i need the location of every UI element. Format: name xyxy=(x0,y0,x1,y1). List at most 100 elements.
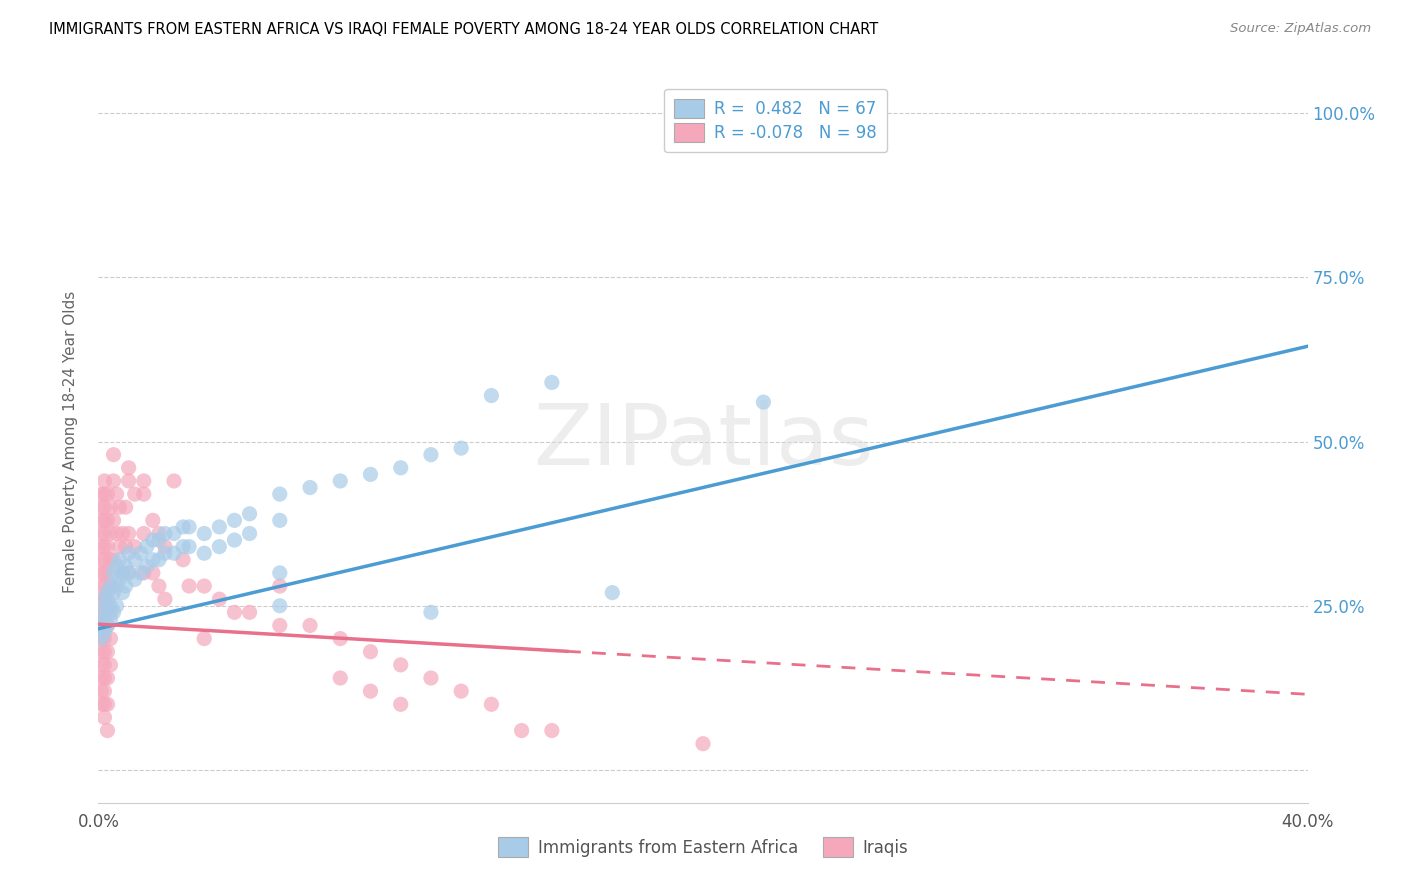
Point xyxy=(90,566,112,580)
Point xyxy=(114,559,136,574)
Text: ZIPatlas: ZIPatlas xyxy=(533,400,873,483)
Point xyxy=(360,684,382,698)
Point xyxy=(93,612,115,626)
Point xyxy=(93,698,115,712)
Point xyxy=(93,553,115,567)
Point xyxy=(103,474,125,488)
Point xyxy=(124,573,146,587)
Point xyxy=(329,474,352,488)
Point xyxy=(93,657,115,672)
Point xyxy=(132,487,155,501)
Point xyxy=(100,612,122,626)
Point xyxy=(90,500,112,515)
Point xyxy=(93,513,115,527)
Point xyxy=(132,566,155,580)
Point xyxy=(100,657,122,672)
Point xyxy=(100,579,122,593)
Point xyxy=(90,605,112,619)
Point xyxy=(420,448,443,462)
Point xyxy=(96,487,118,501)
Point xyxy=(96,671,118,685)
Point xyxy=(90,605,112,619)
Point xyxy=(540,376,562,390)
Point xyxy=(481,388,503,402)
Point xyxy=(96,585,118,599)
Point xyxy=(108,553,131,567)
Point xyxy=(93,566,115,580)
Point xyxy=(100,526,122,541)
Point xyxy=(208,592,231,607)
Point xyxy=(148,526,170,541)
Point xyxy=(481,698,503,712)
Point xyxy=(602,585,624,599)
Point xyxy=(90,684,112,698)
Point xyxy=(105,526,128,541)
Point xyxy=(90,540,112,554)
Point xyxy=(90,579,112,593)
Point xyxy=(299,481,322,495)
Point xyxy=(90,632,112,646)
Point xyxy=(193,632,215,646)
Point xyxy=(111,566,134,580)
Point xyxy=(105,487,128,501)
Point xyxy=(450,684,472,698)
Point xyxy=(96,645,118,659)
Point xyxy=(124,487,146,501)
Point xyxy=(111,585,134,599)
Point xyxy=(239,526,262,541)
Point xyxy=(103,605,125,619)
Point xyxy=(100,632,122,646)
Point xyxy=(118,566,141,580)
Point xyxy=(100,500,122,515)
Point xyxy=(90,526,112,541)
Point xyxy=(153,546,176,560)
Point xyxy=(103,448,125,462)
Point xyxy=(90,698,112,712)
Point xyxy=(124,540,146,554)
Point xyxy=(114,579,136,593)
Point xyxy=(389,657,412,672)
Point xyxy=(148,553,170,567)
Point xyxy=(153,540,176,554)
Point xyxy=(153,592,176,607)
Point xyxy=(129,546,152,560)
Point xyxy=(193,579,215,593)
Point xyxy=(90,657,112,672)
Point xyxy=(752,395,775,409)
Point xyxy=(108,500,131,515)
Point xyxy=(108,540,131,554)
Point xyxy=(224,533,246,547)
Point xyxy=(172,553,194,567)
Point xyxy=(142,533,165,547)
Point xyxy=(420,671,443,685)
Text: IMMIGRANTS FROM EASTERN AFRICA VS IRAQI FEMALE POVERTY AMONG 18-24 YEAR OLDS COR: IMMIGRANTS FROM EASTERN AFRICA VS IRAQI … xyxy=(49,22,879,37)
Point xyxy=(299,618,322,632)
Point xyxy=(103,513,125,527)
Point xyxy=(93,684,115,698)
Point xyxy=(93,632,115,646)
Point xyxy=(93,592,115,607)
Point xyxy=(90,592,112,607)
Point xyxy=(179,520,201,534)
Point xyxy=(90,618,112,632)
Point xyxy=(103,566,125,580)
Point xyxy=(103,585,125,599)
Point xyxy=(269,513,291,527)
Point xyxy=(90,513,112,527)
Point xyxy=(142,566,165,580)
Point xyxy=(148,533,170,547)
Point xyxy=(239,605,262,619)
Point xyxy=(90,671,112,685)
Point xyxy=(269,599,291,613)
Point xyxy=(142,513,165,527)
Text: Source: ZipAtlas.com: Source: ZipAtlas.com xyxy=(1230,22,1371,36)
Point xyxy=(93,579,115,593)
Point xyxy=(135,559,157,574)
Point xyxy=(96,698,118,712)
Point xyxy=(108,573,131,587)
Point xyxy=(172,540,194,554)
Point xyxy=(93,487,115,501)
Point xyxy=(510,723,533,738)
Point xyxy=(329,671,352,685)
Point xyxy=(360,645,382,659)
